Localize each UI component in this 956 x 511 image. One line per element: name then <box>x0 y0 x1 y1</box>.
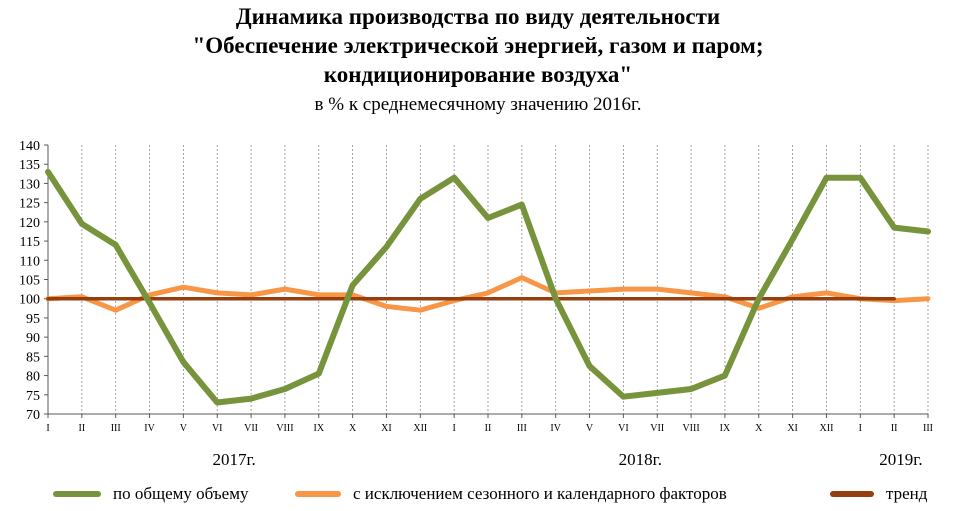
x-tick-label: XII <box>820 423 834 434</box>
y-tick-label: 85 <box>26 350 40 365</box>
x-tick-label: IX <box>720 423 731 434</box>
x-tick-label: VIII <box>276 423 293 434</box>
x-tick-label: III <box>517 423 527 434</box>
y-tick-label: 100 <box>19 293 40 308</box>
x-tick-label: VI <box>212 423 223 434</box>
chart-title-line-2: "Обеспечение электрической энергией, газ… <box>192 33 764 58</box>
series-line-total <box>45 168 931 406</box>
y-tick-label: 125 <box>19 197 40 212</box>
line-chart: 70 75 80 85 90 95 100 105 110 115 120 125 130 135 140 I… <box>19 139 933 469</box>
year-label: 2017г. <box>212 450 255 469</box>
x-tick-label: II <box>485 423 492 434</box>
x-tick-label: IV <box>550 423 561 434</box>
x-tick-label: XI <box>787 423 798 434</box>
y-tick-label: 140 <box>19 139 40 154</box>
y-tick-label: 95 <box>26 312 40 327</box>
series-line-seasonal-adjusted <box>45 275 931 313</box>
legend-label-trend: тренд <box>886 484 928 503</box>
legend-item-trend: тренд <box>830 484 927 504</box>
legend-swatch-seasonal-adjusted <box>295 491 341 497</box>
y-tick-label: 110 <box>20 254 40 269</box>
x-tick-label: II <box>891 423 898 434</box>
legend-swatch-trend <box>830 491 874 497</box>
x-tick-label: VII <box>650 423 664 434</box>
legend-item-total: по общему объему <box>53 484 248 504</box>
x-tick-label: IV <box>144 423 155 434</box>
y-tick-label: 80 <box>26 370 40 385</box>
y-tick-label: 120 <box>19 216 40 231</box>
year-label: 2019г. <box>879 450 922 469</box>
legend-swatch-total <box>53 491 101 497</box>
y-tick-label: 135 <box>19 158 40 173</box>
x-tick-label: XII <box>413 423 427 434</box>
x-tick-label: VI <box>618 423 629 434</box>
x-tick-label: I <box>859 423 862 434</box>
x-tick-label: XI <box>381 423 392 434</box>
y-tick-label: 130 <box>19 177 40 192</box>
x-tick-label: VIII <box>682 423 699 434</box>
chart-subtitle: в % к среднемесячному значению 2016г. <box>314 94 642 115</box>
y-tick-label: 115 <box>20 235 40 250</box>
x-tick-label: X <box>349 423 357 434</box>
y-tick-label: 75 <box>26 389 40 404</box>
y-tick-label: 70 <box>26 408 40 423</box>
x-tick-label: I <box>452 423 455 434</box>
chart-title-line-3: кондиционирование воздуха" <box>323 62 633 87</box>
year-label: 2018г. <box>619 450 662 469</box>
y-tick-label: 90 <box>26 331 40 346</box>
x-tick-label: V <box>586 423 594 434</box>
chart-legend: по общему объему с исключением сезонного… <box>0 484 956 508</box>
chart-title-line-1: Динамика производства по виду деятельнос… <box>235 4 721 29</box>
x-tick-label: I <box>46 423 49 434</box>
legend-label-total: по общему объему <box>113 484 249 503</box>
x-tick-label: V <box>180 423 188 434</box>
x-tick-label: X <box>755 423 763 434</box>
legend-item-seasonal-adjusted: с исключением сезонного и календарного ф… <box>295 484 727 504</box>
x-tick-label: VII <box>244 423 258 434</box>
x-tick-label: III <box>111 423 121 434</box>
x-tick-label: III <box>923 423 933 434</box>
x-tick-label: II <box>79 423 86 434</box>
legend-label-seasonal-adjusted: с исключением сезонного и календарного ф… <box>353 484 727 503</box>
x-tick-label: IX <box>313 423 324 434</box>
y-tick-label: 105 <box>19 274 40 289</box>
